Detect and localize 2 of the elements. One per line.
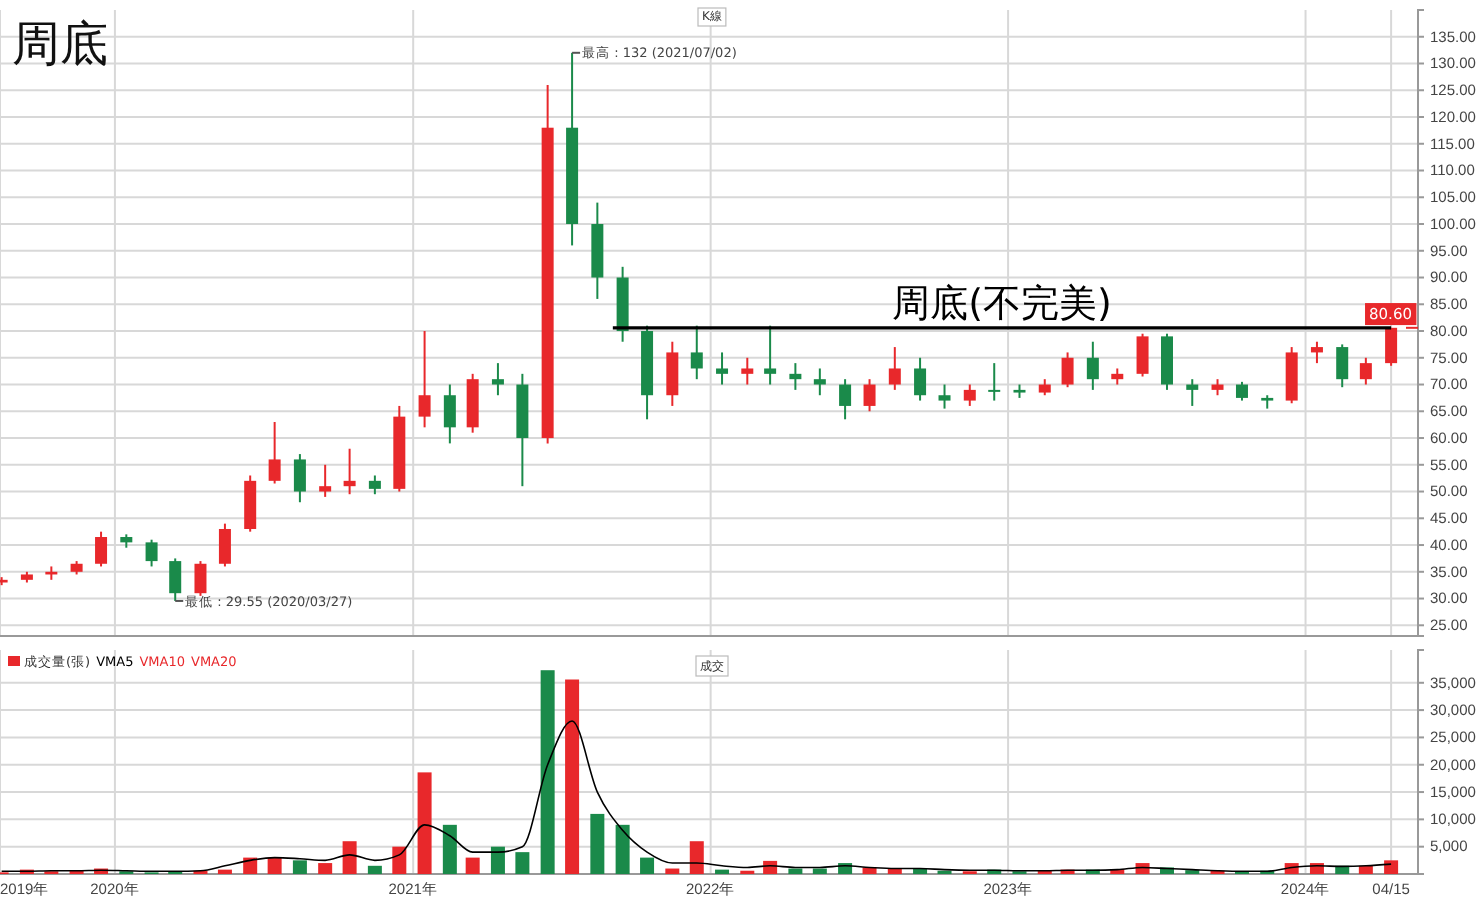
series-label: 周底(不完美): [892, 281, 1112, 326]
chart-title: 周底: [12, 16, 108, 72]
